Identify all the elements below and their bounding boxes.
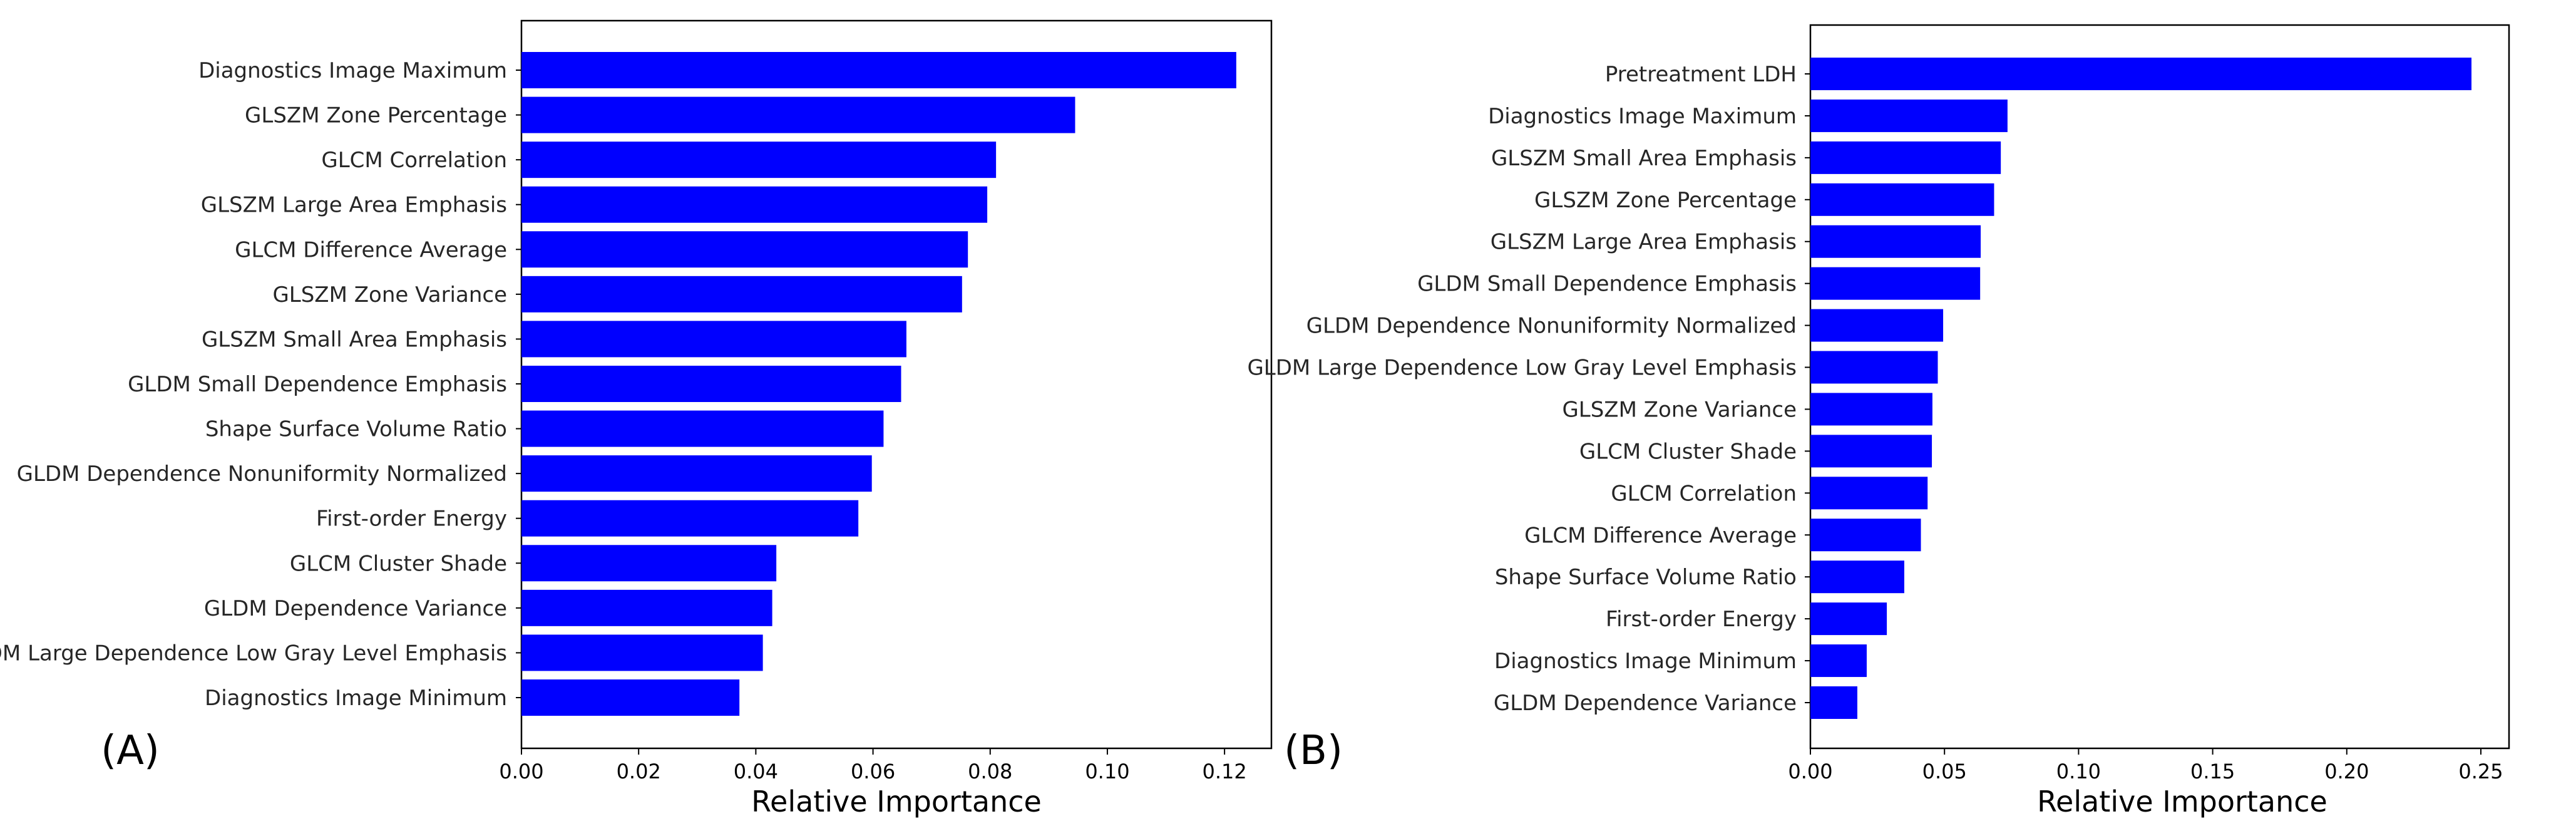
y-tick-label-a-12: GLCM Cluster Shade xyxy=(290,551,507,576)
y-tick-label-b-1: Pretreatment LDH xyxy=(1605,62,1797,87)
y-tick-label-b-9: GLSZM Zone Variance xyxy=(1562,397,1797,422)
plot-frame-b xyxy=(1809,24,2510,750)
y-tick-label-b-3: GLSZM Small Area Emphasis xyxy=(1491,146,1797,171)
x-axis-ticks-a: 0.00 0.02 0.04 0.06 0.08 0.10 0.12 xyxy=(499,748,1247,783)
x-axis-title-a: Relative Importance xyxy=(751,785,1042,818)
bar-b-10 xyxy=(1810,435,1932,468)
bar-b-8 xyxy=(1810,351,1938,384)
bar-b-15 xyxy=(1810,644,1867,678)
bar-a-2 xyxy=(521,96,1075,133)
y-tick-label-b-14: First-order Energy xyxy=(1606,607,1797,632)
x-tick-label-b-3: 0.10 xyxy=(2056,760,2101,783)
y-tick-label-a-9: Shape Surface Volume Ratio xyxy=(205,417,507,442)
bar-b-3 xyxy=(1810,141,2001,174)
panel-label-b: (B) xyxy=(1284,728,1343,774)
y-tick-label-b-8: GLDM Large Dependence Low Gray Level Emp… xyxy=(1247,356,1797,381)
bar-a-6 xyxy=(521,276,962,312)
bar-b-6 xyxy=(1810,267,1981,300)
bar-a-5 xyxy=(521,231,968,268)
bar-a-8 xyxy=(521,366,901,402)
bars-group-b xyxy=(1810,58,2472,719)
bar-a-12 xyxy=(521,545,777,582)
bar-a-15 xyxy=(521,679,740,716)
y-tick-label-a-3: GLCM Correlation xyxy=(321,148,507,173)
y-tick-label-b-2: Diagnostics Image Maximum xyxy=(1488,104,1797,129)
y-tick-label-a-7: GLSZM Small Area Emphasis xyxy=(202,327,507,352)
bar-a-3 xyxy=(521,142,997,178)
bar-a-7 xyxy=(521,321,906,358)
bar-b-9 xyxy=(1810,393,1932,426)
y-tick-label-b-6: GLDM Small Dependence Emphasis xyxy=(1417,272,1797,297)
y-tick-labels-a: Diagnostics Image Maximum GLSZM Zone Perc… xyxy=(0,58,521,711)
y-tick-label-a-1: Diagnostics Image Maximum xyxy=(198,58,507,83)
y-tick-label-a-11: First-order Energy xyxy=(316,507,507,532)
bar-b-5 xyxy=(1810,225,1981,258)
y-tick-label-b-7: GLDM Dependence Nonuniformity Normalized xyxy=(1306,314,1797,339)
y-tick-label-a-14: GLDM Large Dependence Low Gray Level Emp… xyxy=(0,641,507,666)
y-tick-label-a-5: GLCM Difference Average xyxy=(235,237,507,262)
x-tick-label-a-7: 0.12 xyxy=(1203,760,1247,783)
x-tick-label-b-2: 0.05 xyxy=(1922,760,1967,783)
y-tick-label-a-15: Diagnostics Image Minimum xyxy=(205,686,507,711)
y-tick-label-b-4: GLSZM Zone Percentage xyxy=(1534,188,1797,213)
y-tick-label-a-2: GLSZM Zone Percentage xyxy=(245,103,507,128)
panel-label-a: (A) xyxy=(101,728,160,774)
x-axis-ticks-b: 0.00 0.05 0.10 0.15 0.20 0.25 xyxy=(1788,748,2503,783)
bar-a-14 xyxy=(521,634,763,671)
bar-b-12 xyxy=(1810,519,1921,552)
y-tick-label-a-4: GLSZM Large Area Emphasis xyxy=(201,193,507,218)
bar-a-10 xyxy=(521,455,872,492)
bar-a-1 xyxy=(521,52,1236,88)
y-tick-label-b-5: GLSZM Large Area Emphasis xyxy=(1491,230,1797,255)
y-tick-label-b-13: Shape Surface Volume Ratio xyxy=(1495,565,1797,590)
x-tick-label-a-3: 0.04 xyxy=(734,760,778,783)
x-tick-label-b-4: 0.15 xyxy=(2190,760,2235,783)
x-axis-title-b: Relative Importance xyxy=(2037,785,2327,818)
bar-a-4 xyxy=(521,186,988,223)
bar-a-9 xyxy=(521,410,884,447)
bar-b-14 xyxy=(1810,602,1887,636)
y-tick-label-b-10: GLCM Cluster Shade xyxy=(1579,439,1797,464)
bars-group-a xyxy=(521,52,1236,716)
bar-b-13 xyxy=(1810,560,1904,594)
y-tick-label-a-13: GLDM Dependence Variance xyxy=(204,596,507,621)
y-tick-label-b-11: GLCM Correlation xyxy=(1611,481,1797,506)
bar-b-7 xyxy=(1810,309,1944,342)
y-tick-labels-b: Pretreatment LDH Diagnostics Image Maximu… xyxy=(1247,62,1810,716)
x-tick-label-a-4: 0.06 xyxy=(851,760,895,783)
y-tick-label-b-15: Diagnostics Image Minimum xyxy=(1494,649,1797,674)
bar-b-1 xyxy=(1810,58,2472,90)
bar-b-11 xyxy=(1810,477,1928,510)
bar-b-4 xyxy=(1810,183,1994,216)
x-tick-label-b-5: 0.20 xyxy=(2324,760,2369,783)
bar-b-2 xyxy=(1810,99,2008,132)
y-tick-label-a-10: GLDM Dependence Nonuniformity Normalized xyxy=(17,462,507,487)
x-tick-label-a-1: 0.00 xyxy=(499,760,543,783)
x-tick-label-a-2: 0.02 xyxy=(617,760,661,783)
bar-a-13 xyxy=(521,589,772,626)
y-tick-label-b-16: GLDM Dependence Variance xyxy=(1494,691,1797,716)
x-tick-label-b-1: 0.00 xyxy=(1788,760,1832,783)
chart-panel-a: Diagnostics Image Maximum GLSZM Zone Perc… xyxy=(0,19,1273,818)
x-tick-label-a-6: 0.10 xyxy=(1085,760,1129,783)
y-tick-label-a-6: GLSZM Zone Variance xyxy=(272,282,507,307)
y-tick-label-b-12: GLCM Difference Average xyxy=(1524,523,1797,548)
x-tick-label-b-6: 0.25 xyxy=(2458,760,2503,783)
x-tick-label-a-5: 0.08 xyxy=(968,760,1012,783)
bar-a-11 xyxy=(521,500,859,537)
chart-panel-b: Pretreatment LDH Diagnostics Image Maximu… xyxy=(1247,24,2510,818)
y-tick-label-a-8: GLDM Small Dependence Emphasis xyxy=(128,372,507,397)
bar-b-16 xyxy=(1810,686,1857,719)
